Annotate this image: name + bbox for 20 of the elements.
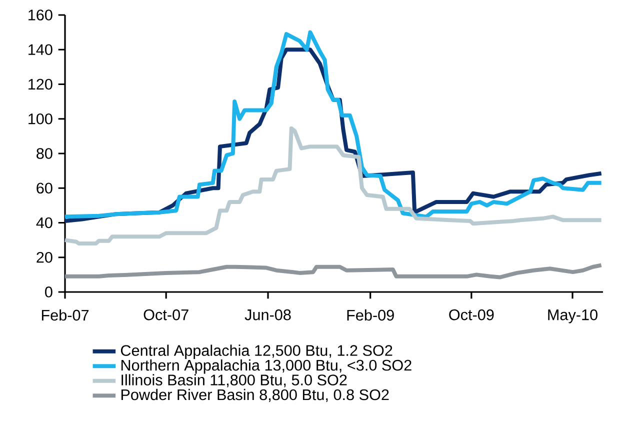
- line-series: [63, 263, 604, 280]
- y-tick-label: 100: [28, 113, 52, 124]
- y-tick-label: 60: [36, 182, 52, 194]
- y-tick-label: 140: [28, 44, 52, 56]
- x-tick-label: Feb-07: [42, 309, 89, 321]
- legend-label: Northern Appalachia 13,000 Btu, <3.0 SO2: [121, 359, 412, 374]
- y-tick-label: 120: [28, 78, 52, 90]
- x-tick-label: May-10: [548, 309, 598, 324]
- y-tick-label: 160: [28, 10, 52, 20]
- legend-label: Illinois Basin 11,800 Btu, 5.0 SO2: [122, 374, 347, 388]
- y-tick-label: 0: [45, 286, 52, 298]
- legend-label: Central Appalachia 12,500 Btu, 1.2 SO2: [120, 344, 392, 359]
- y-tick-label: 40: [36, 217, 52, 228]
- x-tick-label: Jun-08: [244, 309, 291, 320]
- legend-label: Powder River Basin 8,800 Btu, 0.8 SO2: [121, 388, 389, 402]
- x-tick-label: Oct-09: [449, 309, 494, 320]
- y-tick-label: 20: [36, 252, 52, 263]
- y-tick-label: 80: [36, 148, 52, 159]
- x-tick-label: Feb-09: [347, 309, 394, 321]
- x-tick-label: Oct-07: [144, 309, 188, 320]
